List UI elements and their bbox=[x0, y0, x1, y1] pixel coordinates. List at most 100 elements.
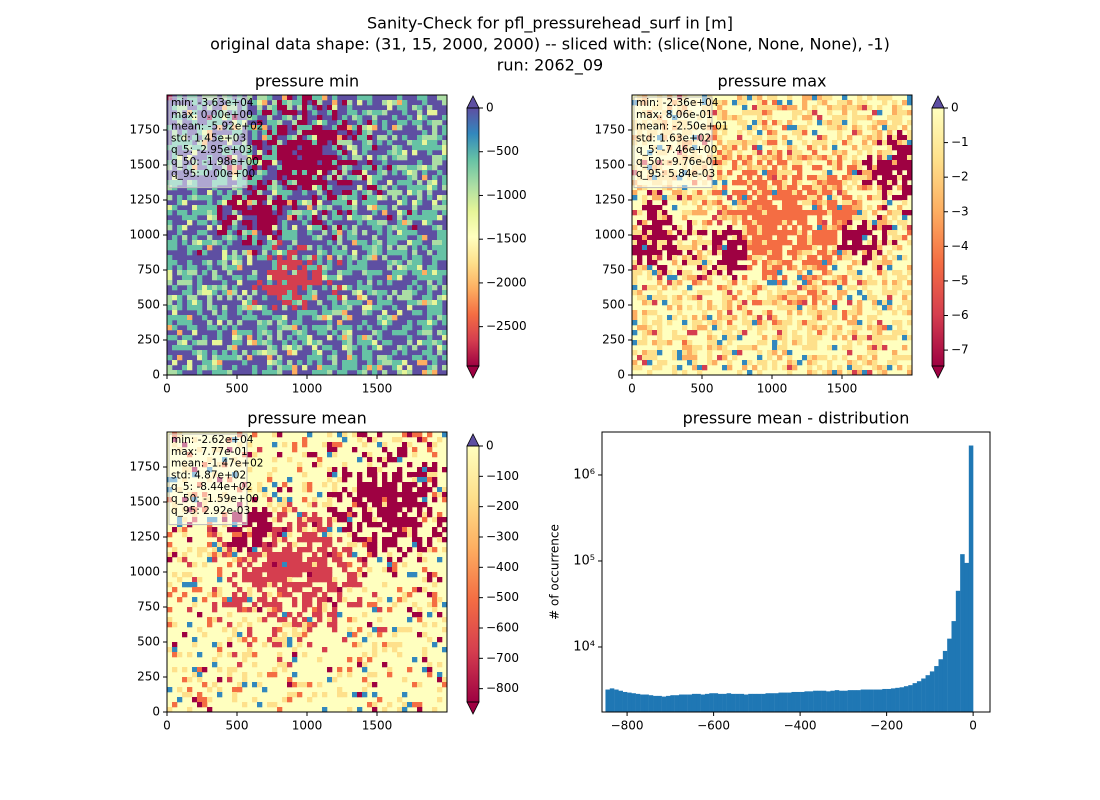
heatmap-cell bbox=[747, 185, 753, 191]
heatmap-cell bbox=[717, 175, 723, 181]
heatmap-cell bbox=[732, 230, 738, 236]
heatmap-cell bbox=[287, 662, 293, 668]
heatmap-cell bbox=[167, 295, 173, 301]
heatmap-cell bbox=[227, 562, 233, 568]
heatmap-cell bbox=[722, 180, 728, 186]
heatmap-cell bbox=[312, 220, 318, 226]
heatmap-cell bbox=[337, 160, 343, 166]
heatmap-cell bbox=[697, 230, 703, 236]
heatmap-cell bbox=[687, 355, 693, 361]
heatmap-cell bbox=[267, 335, 273, 341]
heatmap-cell bbox=[282, 325, 288, 331]
heatmap-cell bbox=[282, 195, 288, 201]
heatmap-cell bbox=[247, 607, 253, 613]
heatmap-cell bbox=[412, 497, 418, 503]
heatmap-cell bbox=[257, 105, 263, 111]
heatmap-cell bbox=[227, 542, 233, 548]
heatmap-cell bbox=[802, 210, 808, 216]
heatmap-cell bbox=[772, 230, 778, 236]
heatmap-cell bbox=[167, 617, 173, 623]
heatmap-cell bbox=[742, 280, 748, 286]
heatmap-cell bbox=[347, 305, 353, 311]
heatmap-cell bbox=[652, 240, 658, 246]
heatmap-cell bbox=[277, 562, 283, 568]
heatmap-cell bbox=[412, 482, 418, 488]
heatmap-cell bbox=[357, 95, 363, 101]
heatmap-cell bbox=[287, 637, 293, 643]
heatmap-cell bbox=[747, 255, 753, 261]
heatmap-cell bbox=[192, 602, 198, 608]
heatmap-cell bbox=[882, 220, 888, 226]
heatmap-cell bbox=[252, 240, 258, 246]
heatmap-cell bbox=[332, 105, 338, 111]
heatmap-cell bbox=[777, 105, 783, 111]
heatmap-cell bbox=[872, 305, 878, 311]
heatmap-cell bbox=[882, 335, 888, 341]
heatmap-cell bbox=[872, 235, 878, 241]
heatmap-cell bbox=[867, 150, 873, 156]
heatmap-cell bbox=[287, 527, 293, 533]
heatmap-cell bbox=[412, 612, 418, 618]
heatmap-cell bbox=[422, 115, 428, 121]
heatmap-cell bbox=[777, 320, 783, 326]
heatmap-cell bbox=[257, 607, 263, 613]
heatmap-cell bbox=[652, 320, 658, 326]
heatmap-cell bbox=[337, 587, 343, 593]
heatmap-cell bbox=[832, 115, 838, 121]
heatmap-cell bbox=[732, 260, 738, 266]
heatmap-cell bbox=[297, 105, 303, 111]
heatmap-cell bbox=[652, 225, 658, 231]
heatmap-cell bbox=[362, 140, 368, 146]
y-tick-label: 250 bbox=[602, 333, 625, 347]
heatmap-cell bbox=[857, 125, 863, 131]
heatmap-cell bbox=[327, 582, 333, 588]
heatmap-cell bbox=[292, 210, 298, 216]
heatmap-cell bbox=[307, 295, 313, 301]
heatmap-cell bbox=[762, 325, 768, 331]
heatmap-cell bbox=[842, 115, 848, 121]
heatmap-cell bbox=[337, 527, 343, 533]
heatmap-cell bbox=[187, 270, 193, 276]
heatmap-cell bbox=[877, 225, 883, 231]
heatmap-cell bbox=[317, 280, 323, 286]
heatmap-cell bbox=[347, 300, 353, 306]
figure-title: Sanity-Check for pfl_pressurehead_surf i… bbox=[367, 14, 733, 34]
heatmap-cell bbox=[302, 682, 308, 688]
heatmap-cell bbox=[287, 325, 293, 331]
heatmap-cell bbox=[197, 240, 203, 246]
heatmap-cell bbox=[217, 642, 223, 648]
heatmap-cell bbox=[712, 155, 718, 161]
heatmap-cell bbox=[857, 195, 863, 201]
heatmap-cell bbox=[337, 270, 343, 276]
heatmap-cell bbox=[312, 612, 318, 618]
heatmap-cell bbox=[232, 627, 238, 633]
heatmap-cell bbox=[257, 140, 263, 146]
heatmap-cell bbox=[307, 245, 313, 251]
heatmap-cell bbox=[852, 275, 858, 281]
heatmap-cell bbox=[742, 250, 748, 256]
heatmap-cell bbox=[902, 195, 908, 201]
heatmap-cell bbox=[672, 260, 678, 266]
heatmap-cell bbox=[862, 235, 868, 241]
heatmap-cell bbox=[902, 355, 908, 361]
heatmap-cell bbox=[342, 517, 348, 523]
heatmap-cell bbox=[862, 260, 868, 266]
heatmap-cell bbox=[787, 260, 793, 266]
heatmap-cell bbox=[322, 330, 328, 336]
heatmap-cell bbox=[782, 225, 788, 231]
heatmap-cell bbox=[202, 290, 208, 296]
heatmap-cell bbox=[292, 647, 298, 653]
heatmap-cell bbox=[282, 582, 288, 588]
heatmap-cell bbox=[327, 260, 333, 266]
heatmap-cell bbox=[777, 270, 783, 276]
heatmap-cell bbox=[362, 345, 368, 351]
heatmap-cell bbox=[377, 457, 383, 463]
heatmap-cell bbox=[202, 632, 208, 638]
heatmap-cell bbox=[347, 190, 353, 196]
heatmap-cell bbox=[312, 325, 318, 331]
heatmap-cell bbox=[362, 677, 368, 683]
heatmap-cell bbox=[307, 602, 313, 608]
heatmap-cell bbox=[412, 310, 418, 316]
heatmap-cell bbox=[312, 165, 318, 171]
heatmap-cell bbox=[242, 672, 248, 678]
